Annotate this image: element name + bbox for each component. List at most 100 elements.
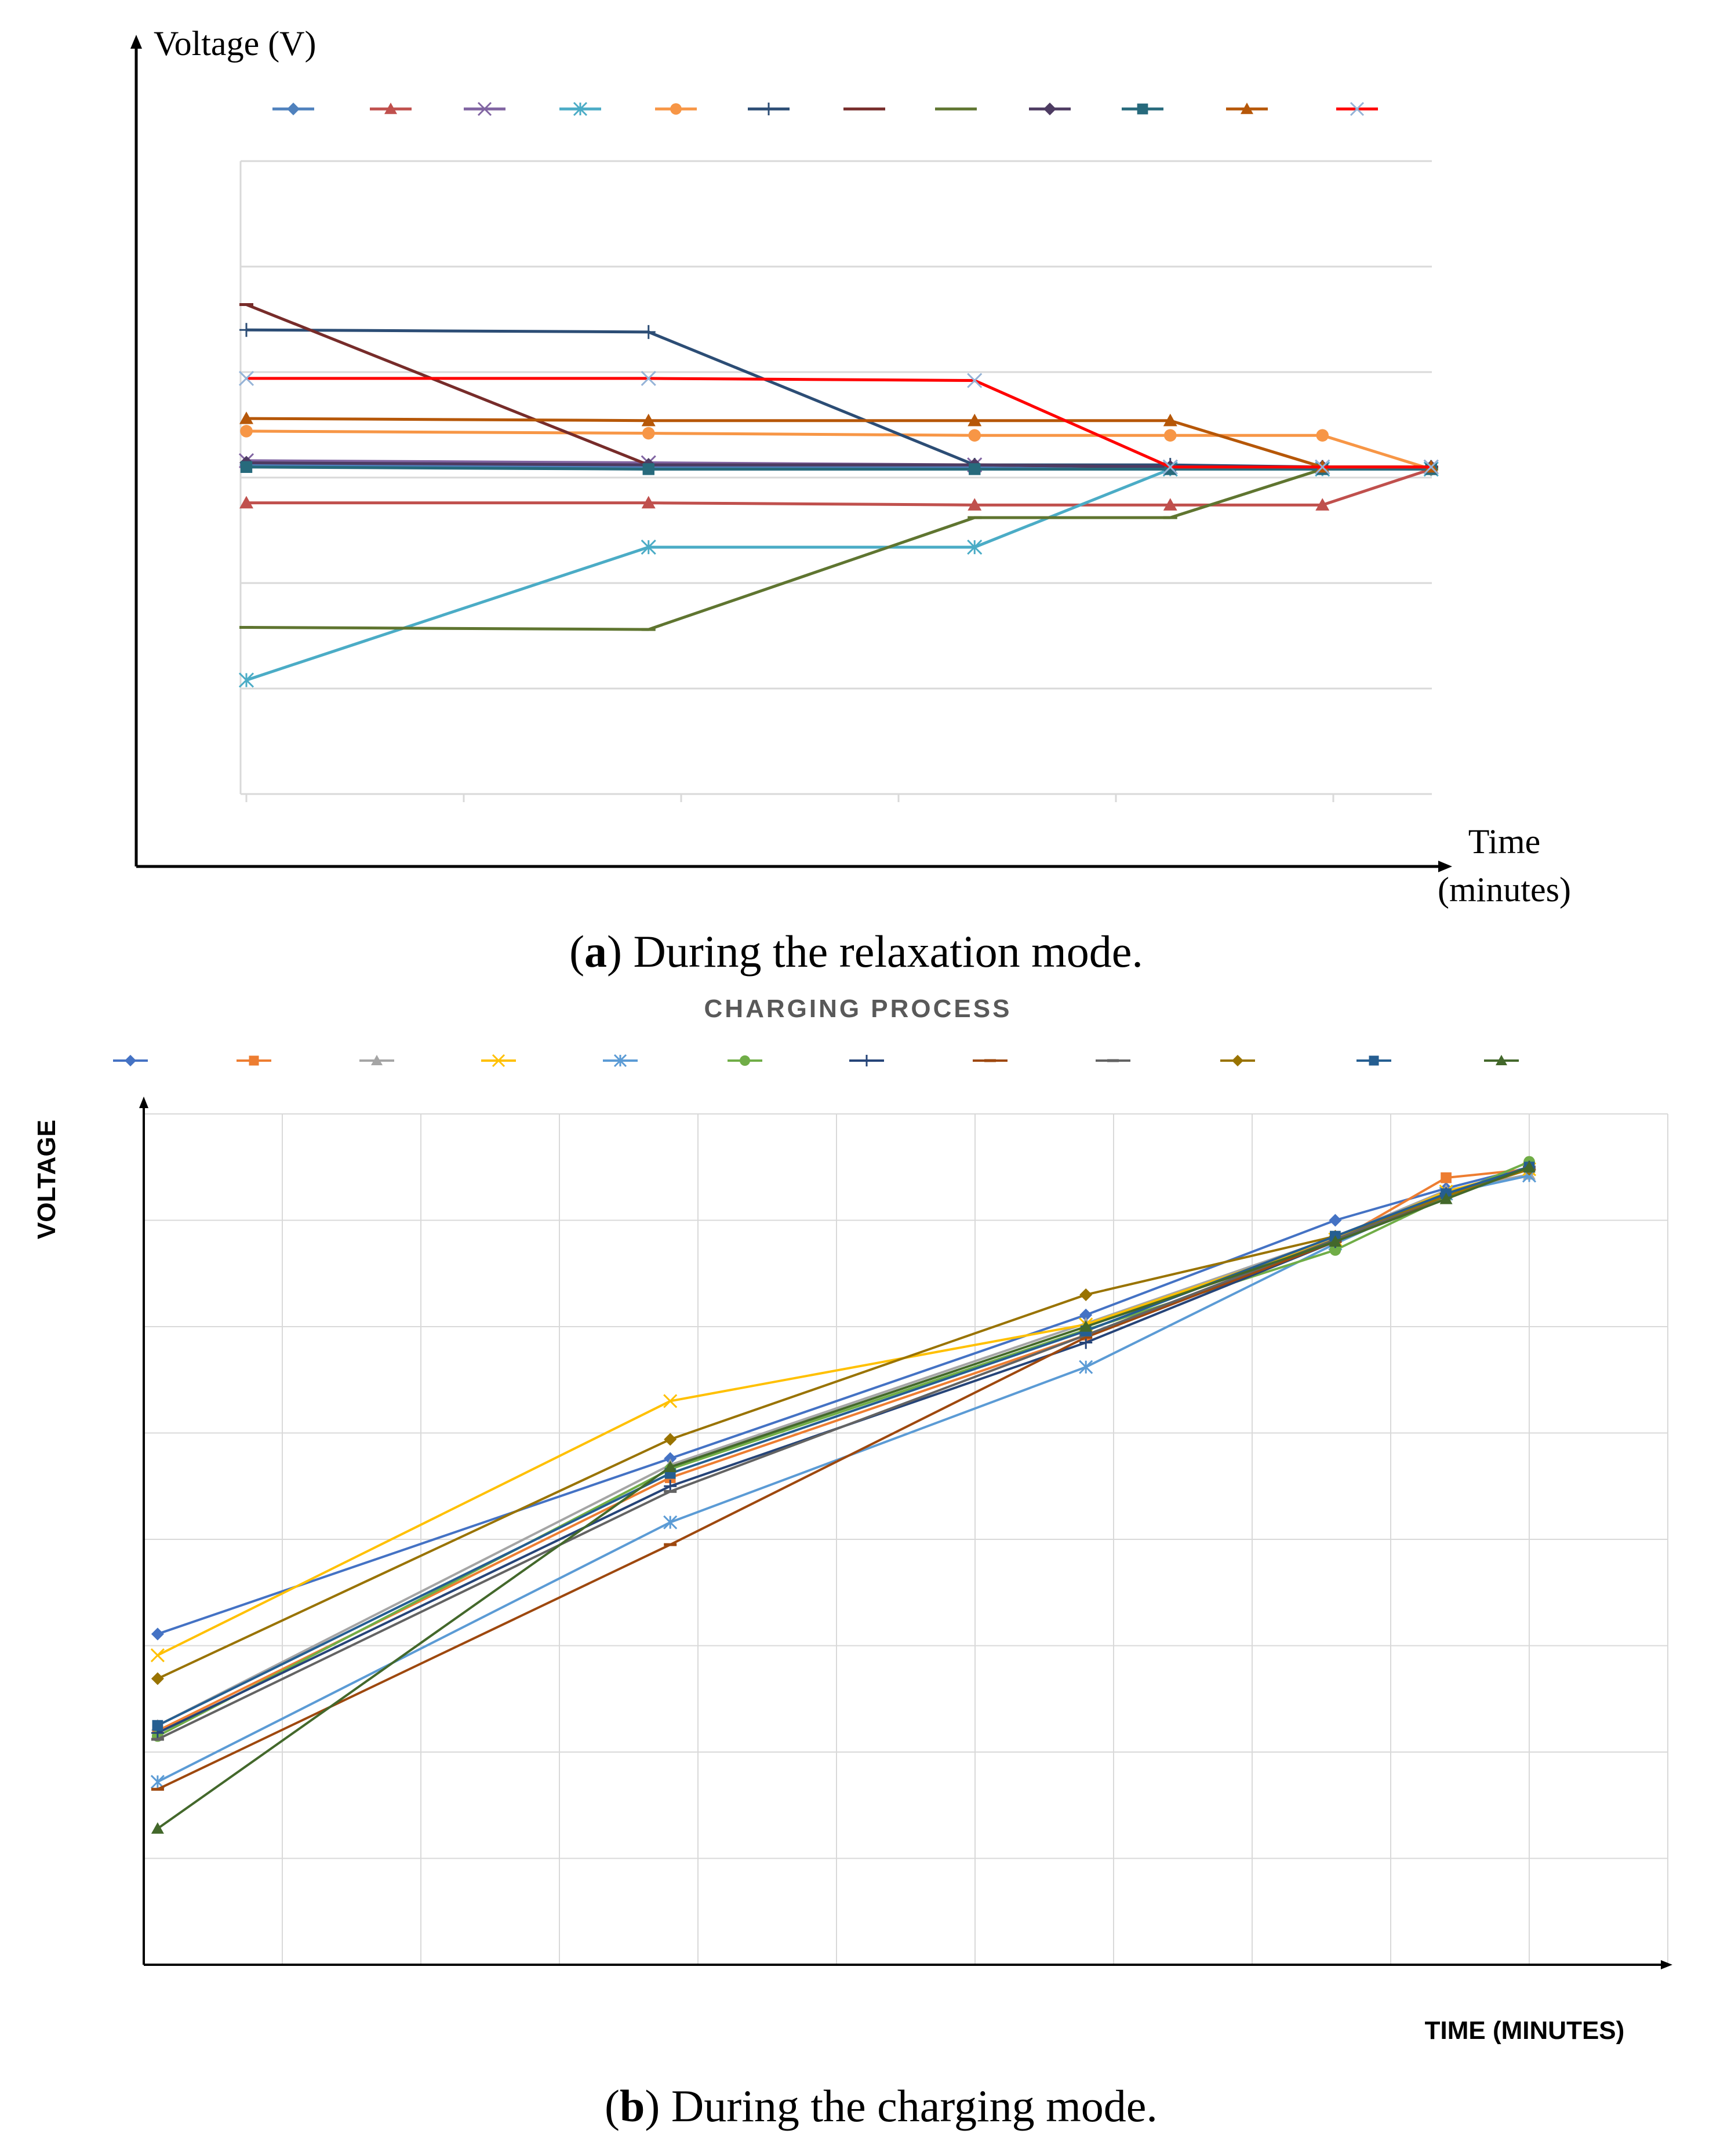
relaxation-point-5 (1163, 429, 1177, 442)
charging-caption: (b) During the charging mode. (605, 2081, 1158, 2131)
charging-point-5 (1079, 1360, 1093, 1374)
relaxation-point-2 (968, 498, 982, 511)
relaxation-point-5 (240, 425, 253, 438)
relaxation-legend-marker-10 (1137, 103, 1148, 115)
relaxation-point-11 (641, 413, 656, 427)
charging-point-12 (1439, 1192, 1453, 1204)
charging-legend-marker-3 (371, 1055, 383, 1065)
relaxation-point-6 (641, 325, 656, 339)
relaxation-line-10 (246, 465, 1431, 471)
relaxation-point-5 (968, 429, 981, 442)
relaxation-point-2 (641, 496, 656, 509)
relaxation-point-10 (642, 463, 654, 475)
relaxation-legend-marker-1 (287, 103, 300, 115)
relaxation-legend-marker-11 (1241, 103, 1253, 114)
relaxation-point-10 (240, 461, 253, 473)
charging-line-10 (157, 1168, 1530, 1680)
charging-legend-marker-7 (861, 1055, 872, 1066)
charging-point-1 (1329, 1214, 1342, 1227)
relaxation-point-2 (1315, 498, 1330, 511)
relaxation-x-axis-label-line2: (minutes) (1438, 871, 1571, 909)
relaxation-point-12 (641, 370, 656, 386)
charging-y-axis-label: VOLTAGE (32, 1120, 61, 1239)
charging-legend-marker-5 (613, 1054, 627, 1068)
charging-point-10 (151, 1672, 164, 1685)
relaxation-legend-marker-6 (762, 103, 775, 115)
relaxation-caption-text: ) During the relaxation mode. (607, 926, 1143, 977)
charging-point-5 (663, 1515, 678, 1529)
charging-y-axis-arrow (139, 1097, 148, 1108)
charging-point-1 (151, 1627, 164, 1641)
relaxation-point-12 (1162, 459, 1178, 475)
charging-legend (113, 1054, 1519, 1068)
relaxation-point-11 (239, 411, 253, 424)
charging-point-12 (151, 1822, 164, 1834)
charging-x-axis-label: TIME (MINUTES) (1425, 2016, 1625, 2045)
relaxation-point-12 (1315, 459, 1330, 475)
relaxation-point-5 (642, 427, 655, 440)
charging-line-1 (157, 1166, 1530, 1636)
charging-gridlines (144, 1113, 1668, 1965)
relaxation-legend-marker-3 (477, 101, 492, 116)
charging-series-12 (151, 1160, 1536, 1834)
charging-point-11 (152, 1720, 163, 1731)
charging-legend-marker-1 (125, 1055, 136, 1066)
relaxation-point-2 (1163, 498, 1177, 511)
relaxation-legend-marker-2 (384, 103, 397, 114)
charging-point-12 (1079, 1320, 1093, 1332)
charging-series (150, 1156, 1537, 1834)
charging-point-1 (664, 1452, 677, 1465)
charging-legend-marker-4 (492, 1054, 505, 1068)
relaxation-x-axis-label-line1: Time (1468, 822, 1541, 861)
charging-point-2 (1441, 1172, 1452, 1183)
relaxation-point-11 (968, 413, 982, 427)
charging-legend-marker-12 (1496, 1055, 1507, 1065)
relaxation-point-12 (967, 373, 983, 388)
charging-point-12 (664, 1461, 677, 1473)
charging-caption-letter: b (620, 2081, 645, 2131)
relaxation-legend-marker-4 (573, 101, 588, 116)
relaxation-point-6 (239, 323, 253, 337)
charging-point-4 (150, 1648, 165, 1663)
charging-chart-title: CHARGING PROCESS (704, 995, 1012, 1023)
charging-legend-marker-10 (1232, 1055, 1243, 1066)
relaxation-x-axis-arrow (1438, 861, 1452, 872)
relaxation-series (238, 303, 1439, 688)
charging-point-10 (1079, 1288, 1093, 1301)
relaxation-point-2 (239, 496, 253, 509)
charging-point-12 (1329, 1235, 1342, 1247)
relaxation-point-4 (238, 672, 254, 688)
relaxation-point-12 (1423, 459, 1439, 475)
charging-point-6 (1329, 1244, 1341, 1256)
charging-legend-marker-6 (740, 1055, 750, 1066)
relaxation-chart: Voltage (V) Time (minutes) (130, 24, 1571, 909)
relaxation-y-axis-arrow (130, 35, 142, 49)
relaxation-point-5 (1316, 429, 1329, 442)
charging-line-12 (157, 1166, 1530, 1830)
relaxation-series-2 (239, 462, 1438, 511)
relaxation-gridlines (241, 160, 1432, 802)
charging-point-1 (1079, 1308, 1093, 1321)
relaxation-legend-marker-9 (1043, 103, 1056, 115)
relaxation-caption-letter: a (584, 926, 607, 977)
relaxation-legend-marker-12 (1350, 101, 1365, 116)
relaxation-legend (272, 101, 1378, 116)
relaxation-legend-marker-5 (670, 103, 682, 115)
charging-point-12 (1523, 1160, 1536, 1172)
relaxation-point-12 (238, 370, 254, 386)
relaxation-point-4 (967, 540, 983, 555)
charging-x-axis-arrow (1661, 1960, 1672, 1969)
charging-point-4 (663, 1394, 678, 1408)
relaxation-line-12 (246, 377, 1431, 469)
relaxation-line-5 (246, 429, 1432, 471)
relaxation-line-2 (246, 468, 1432, 507)
relaxation-series-12 (238, 370, 1439, 475)
charging-legend-marker-2 (249, 1055, 259, 1066)
relaxation-point-10 (969, 463, 981, 475)
charging-chart: CHARGING PROCESS VOLTAGE TIME (MINUTES) (32, 995, 1672, 2045)
relaxation-point-11 (1163, 413, 1177, 427)
charging-point-10 (664, 1433, 677, 1446)
charging-legend-marker-11 (1369, 1055, 1379, 1066)
relaxation-caption: (a) During the relaxation mode. (569, 926, 1143, 977)
